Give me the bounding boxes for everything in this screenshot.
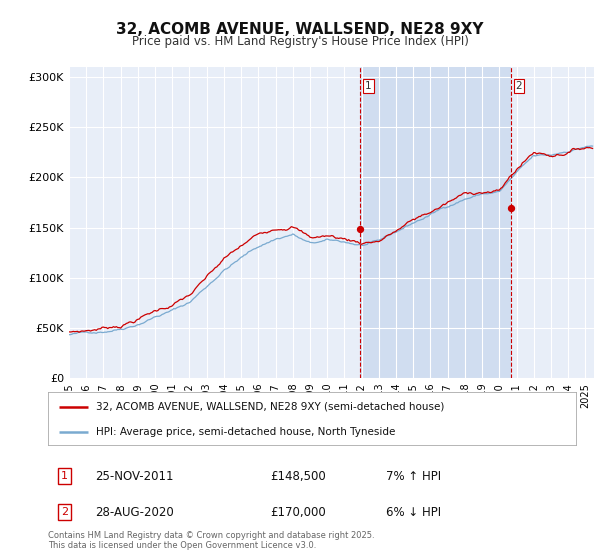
Text: Contains HM Land Registry data © Crown copyright and database right 2025.
This d: Contains HM Land Registry data © Crown c… — [48, 531, 374, 550]
Text: 28-AUG-2020: 28-AUG-2020 — [95, 506, 174, 519]
Text: 1: 1 — [365, 81, 371, 91]
Text: 2: 2 — [515, 81, 523, 91]
Text: 6% ↓ HPI: 6% ↓ HPI — [386, 506, 441, 519]
Text: 32, ACOMB AVENUE, WALLSEND, NE28 9XY (semi-detached house): 32, ACOMB AVENUE, WALLSEND, NE28 9XY (se… — [95, 402, 444, 412]
Text: 32, ACOMB AVENUE, WALLSEND, NE28 9XY: 32, ACOMB AVENUE, WALLSEND, NE28 9XY — [116, 22, 484, 38]
Bar — [360, 67, 511, 378]
Point — [355, 225, 365, 234]
Text: Price paid vs. HM Land Registry's House Price Index (HPI): Price paid vs. HM Land Registry's House … — [131, 35, 469, 48]
Text: 25-NOV-2011: 25-NOV-2011 — [95, 470, 174, 483]
Point — [506, 203, 515, 212]
Text: 1: 1 — [61, 471, 68, 481]
Text: £170,000: £170,000 — [270, 506, 326, 519]
Text: 7% ↑ HPI: 7% ↑ HPI — [386, 470, 441, 483]
Text: 2: 2 — [61, 507, 68, 517]
Text: £148,500: £148,500 — [270, 470, 326, 483]
Text: HPI: Average price, semi-detached house, North Tyneside: HPI: Average price, semi-detached house,… — [95, 427, 395, 437]
